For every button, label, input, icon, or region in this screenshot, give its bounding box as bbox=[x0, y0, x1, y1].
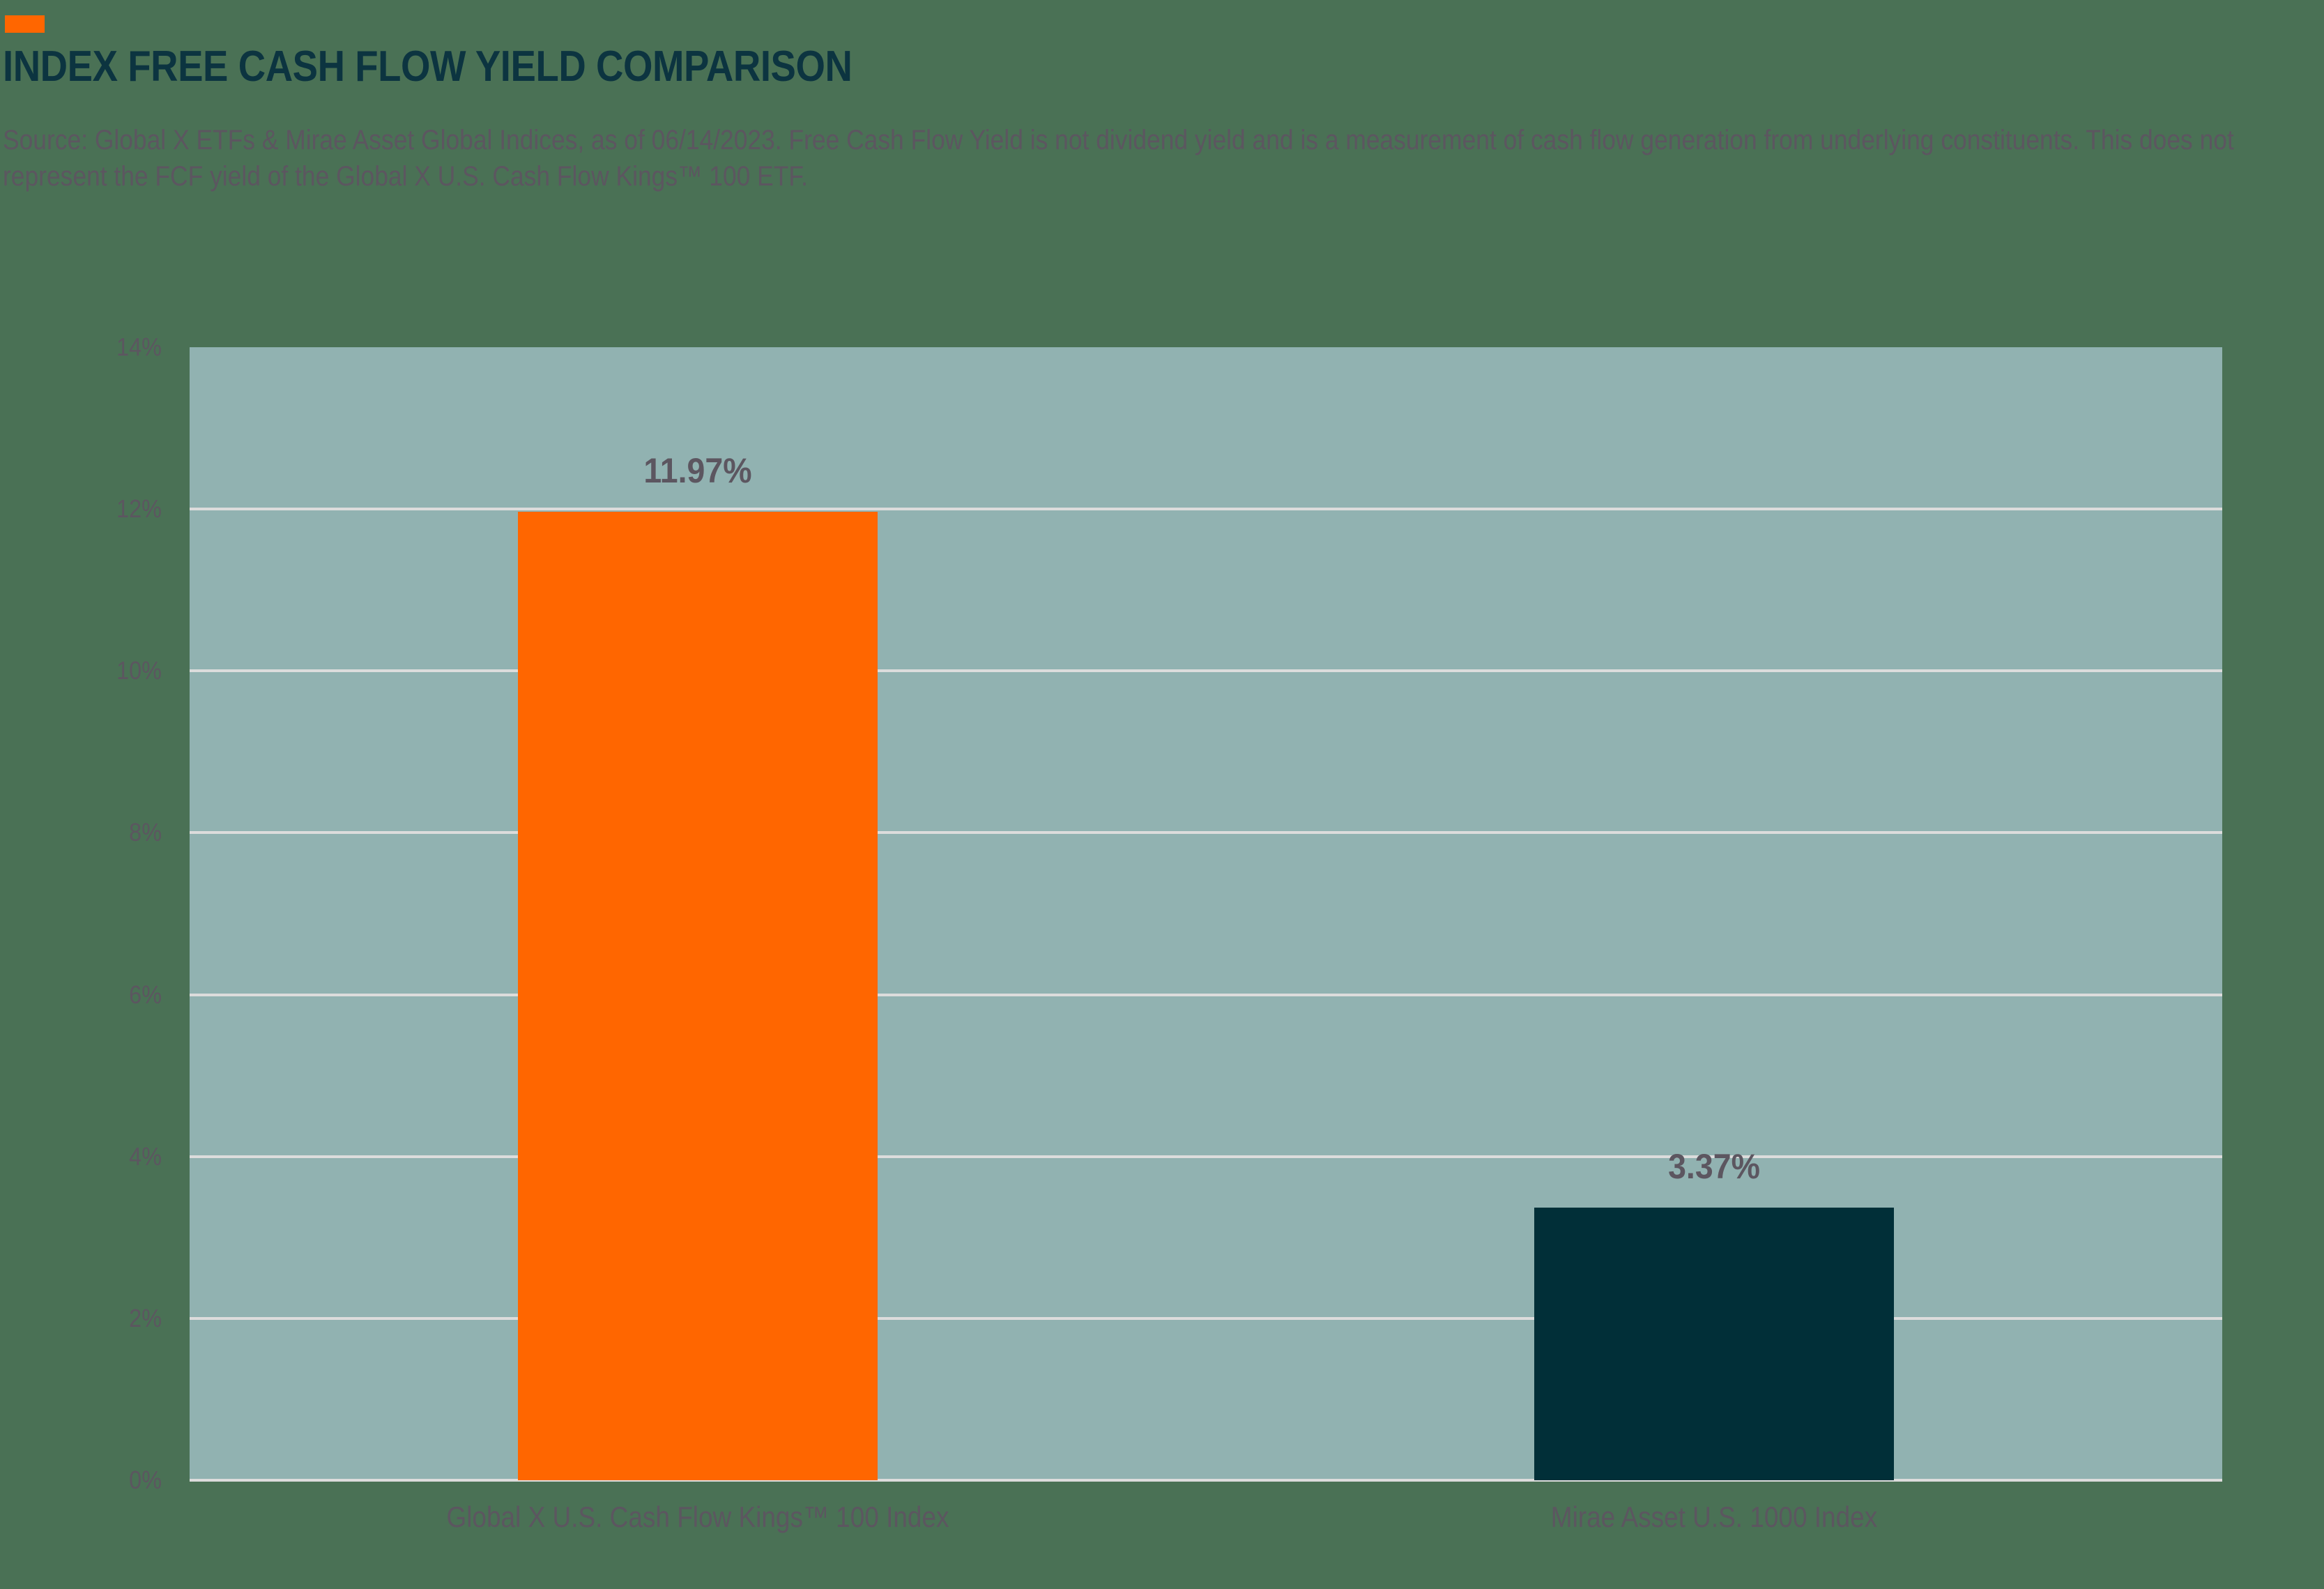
gridline bbox=[190, 1479, 2222, 1482]
gridline bbox=[190, 669, 2222, 673]
x-axis-category-label: Global X U.S. Cash Flow Kings™ 100 Index bbox=[446, 1500, 949, 1533]
bar[interactable] bbox=[518, 511, 878, 1480]
bar-value-label: 11.97% bbox=[643, 450, 752, 490]
chart-plot-area: 11.97% 3.37% bbox=[190, 347, 2222, 1482]
y-axis-tick-label: 10% bbox=[116, 656, 162, 685]
y-axis-tick-label: 2% bbox=[129, 1303, 162, 1332]
bar[interactable] bbox=[1534, 1207, 1894, 1480]
gridline bbox=[190, 508, 2222, 511]
y-axis-tick-label: 12% bbox=[116, 494, 162, 524]
gridline bbox=[190, 831, 2222, 835]
y-axis-tick-label: 6% bbox=[129, 980, 162, 1009]
brand-accent-bar bbox=[5, 15, 45, 33]
y-axis-tick-label: 4% bbox=[129, 1141, 162, 1171]
gridline bbox=[190, 1155, 2222, 1158]
y-axis-tick-label: 14% bbox=[116, 333, 162, 361]
y-axis-tick-label: 0% bbox=[129, 1466, 162, 1494]
gridline bbox=[190, 1316, 2222, 1320]
chart-source-note: Source: Global X ETFs & Mirae Asset Glob… bbox=[3, 125, 2234, 192]
page-title: INDEX FREE CASH FLOW YIELD COMPARISON bbox=[3, 43, 853, 91]
gridline bbox=[190, 993, 2222, 996]
bar-value-label: 3.37% bbox=[1668, 1146, 1760, 1186]
x-axis-category-label: Mirae Asset U.S. 1000 Index bbox=[1550, 1500, 1878, 1533]
y-axis-tick-label: 8% bbox=[129, 818, 162, 847]
